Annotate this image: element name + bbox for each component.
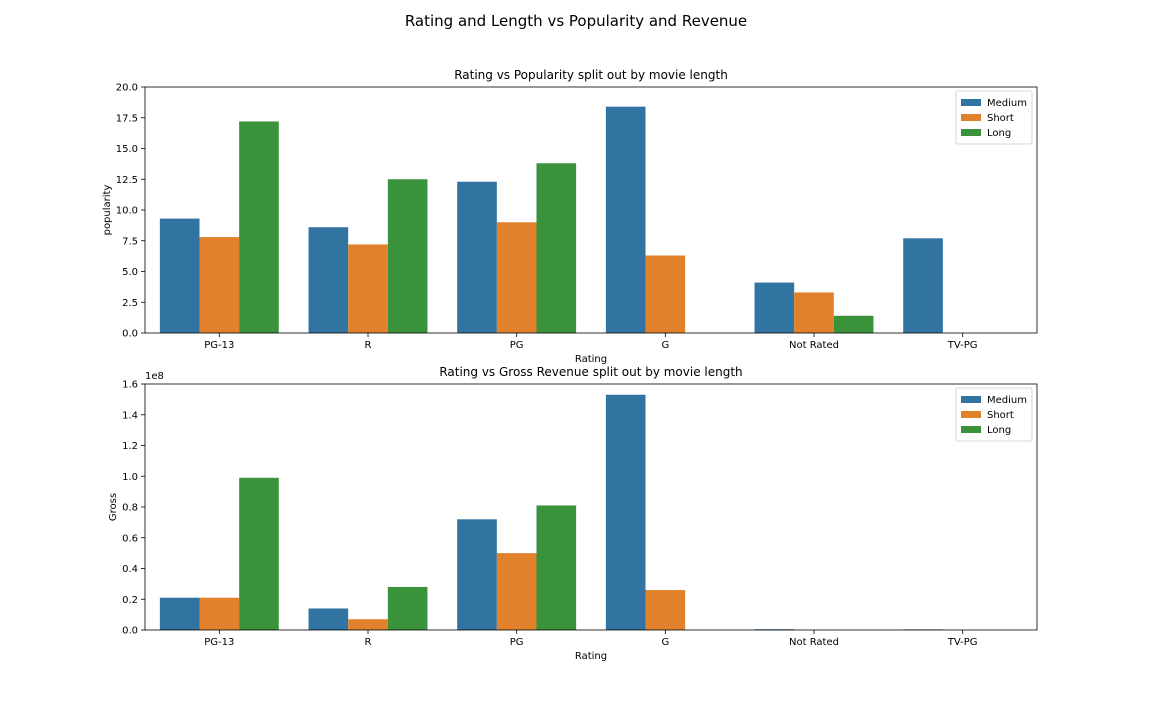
legend-swatch-short <box>961 114 981 121</box>
y-offset-label: 1e8 <box>145 371 164 382</box>
bar-short-r <box>348 619 388 630</box>
y-tick-label: 10.0 <box>116 206 138 217</box>
y-tick-label: 1.4 <box>122 410 138 421</box>
y-tick-label: 0.0 <box>122 626 138 637</box>
bar-medium-r <box>308 608 349 630</box>
x-tick-label: G <box>661 340 669 351</box>
legend-label-medium: Medium <box>987 98 1027 109</box>
y-tick-label: 0.0 <box>122 329 138 340</box>
axes-title: Rating vs Gross Revenue split out by mov… <box>439 365 742 379</box>
x-tick-label: R <box>365 340 372 351</box>
bar-short-pg <box>496 553 537 630</box>
bar-short-pg <box>496 222 537 333</box>
bar-medium-pg-13 <box>159 597 200 630</box>
bar-medium-tv-pg <box>903 238 943 333</box>
bar-long-r <box>387 586 428 630</box>
bar-long-pg-13 <box>239 121 279 333</box>
bar-short-pg-13 <box>199 237 240 333</box>
y-tick-label: 0.4 <box>122 564 138 575</box>
y-tick-label: 15.0 <box>116 144 138 155</box>
x-tick-label: G <box>661 637 669 648</box>
legend-swatch-medium <box>961 99 981 106</box>
bar-medium-g <box>605 106 646 334</box>
y-tick-label: 1.2 <box>122 441 138 452</box>
y-tick-label: 1.0 <box>122 472 138 483</box>
bar-short-not-rated <box>794 292 834 333</box>
y-tick-label: 7.5 <box>122 236 138 247</box>
legend-label-long: Long <box>987 128 1011 139</box>
y-tick-label: 17.5 <box>116 113 138 124</box>
bar-short-g <box>645 590 686 630</box>
x-axis-label: Rating <box>575 651 607 662</box>
bar-short-pg-13 <box>199 597 240 630</box>
x-tick-label: TV-PG <box>947 340 978 351</box>
bar-medium-pg <box>457 519 497 630</box>
bar-long-pg <box>536 505 577 630</box>
bar-medium-r <box>308 227 349 333</box>
x-tick-label: Not Rated <box>789 340 839 351</box>
bar-medium-pg-13 <box>159 218 200 333</box>
x-tick-label: Not Rated <box>789 637 839 648</box>
y-tick-label: 2.5 <box>122 298 138 309</box>
y-tick-label: 0.8 <box>122 503 138 514</box>
bar-long-r <box>387 179 428 333</box>
legend-label-short: Short <box>987 113 1014 124</box>
legend-label-short: Short <box>987 410 1014 421</box>
legend: Medium Short Long <box>955 387 1033 442</box>
axes-title: Rating vs Popularity split out by movie … <box>454 68 728 82</box>
x-axis-label: Rating <box>575 354 607 365</box>
y-tick-label: 0.2 <box>122 595 138 606</box>
legend-swatch-medium <box>961 396 981 403</box>
y-tick-label: 1.6 <box>122 380 138 391</box>
x-tick-label: PG <box>510 637 524 648</box>
y-axis-label: popularity <box>102 185 113 236</box>
popularity-chart: 0.0 2.5 5.0 7.5 10.0 12.5 15.0 17.5 20.0 PG-13 R PG… <box>102 68 1038 365</box>
legend-swatch-long <box>961 129 981 136</box>
legend-swatch-long <box>961 426 981 433</box>
bar-long-pg <box>536 163 577 333</box>
y-tick-label: 12.5 <box>116 175 138 186</box>
gross-revenue-chart: 0.0 0.2 0.4 0.6 0.8 1.0 1.2 1.4 1.6 PG-13 R PG G Not … <box>108 365 1038 662</box>
bar-medium-pg <box>457 181 497 333</box>
x-tick-label: R <box>365 637 372 648</box>
x-tick-label: PG-13 <box>204 340 234 351</box>
y-axis-label: Gross <box>108 493 119 521</box>
bar-long-not-rated <box>833 315 874 333</box>
x-tick-label: TV-PG <box>947 637 978 648</box>
x-tick-label: PG-13 <box>204 637 234 648</box>
y-tick-label: 0.6 <box>122 533 138 544</box>
y-tick-label: 5.0 <box>122 267 138 278</box>
bar-short-g <box>645 255 686 333</box>
legend-swatch-short <box>961 411 981 418</box>
bar-short-r <box>348 244 388 333</box>
bar-medium-not-rated <box>754 282 795 333</box>
bar-medium-g <box>605 394 646 630</box>
bar-long-pg-13 <box>239 477 279 630</box>
legend-label-long: Long <box>987 425 1011 436</box>
x-tick-label: PG <box>510 340 524 351</box>
legend-label-medium: Medium <box>987 395 1027 406</box>
y-tick-label: 20.0 <box>116 83 138 94</box>
legend: Medium Short Long <box>955 90 1033 145</box>
figure-suptitle: Rating and Length vs Popularity and Reve… <box>405 12 747 30</box>
plot-area <box>145 87 1037 333</box>
plot-area <box>145 384 1037 630</box>
